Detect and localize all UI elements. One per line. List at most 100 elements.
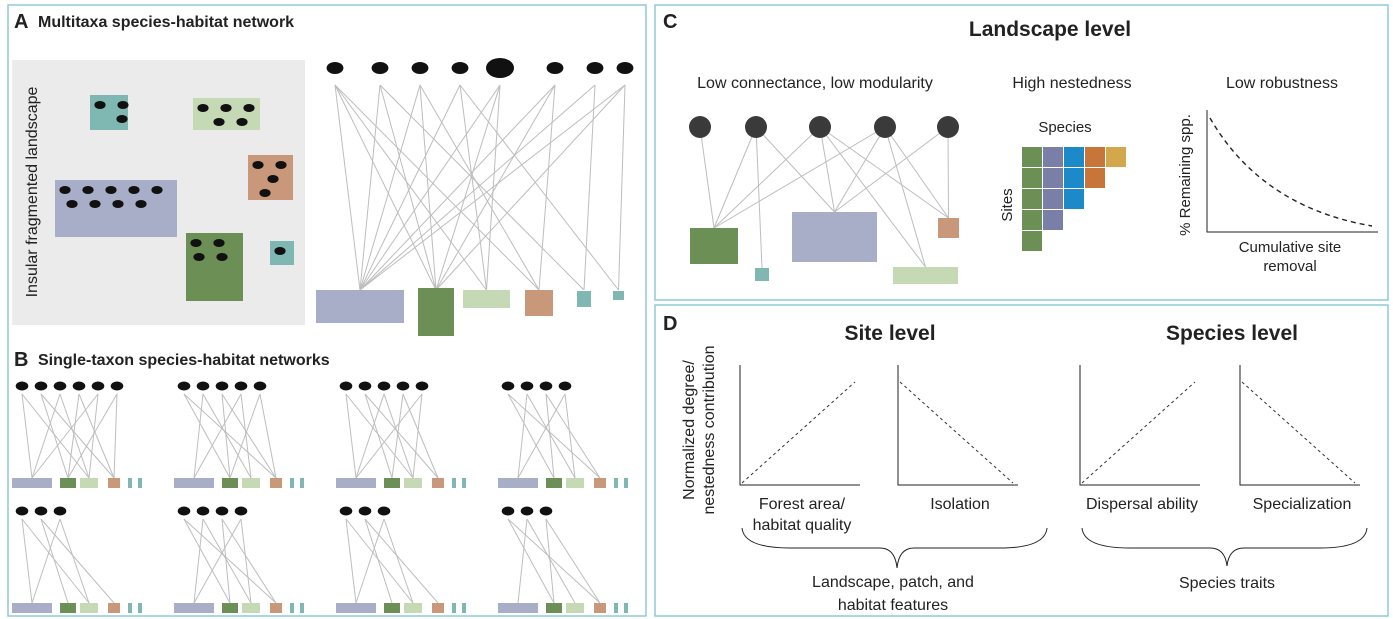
- link: [360, 85, 595, 290]
- species-node: [874, 116, 896, 138]
- animal-icon: [16, 382, 29, 391]
- animal-icon: [216, 507, 229, 516]
- animal-icon: [378, 382, 391, 391]
- habitat-patch: [90, 95, 128, 130]
- animal-icon: [128, 186, 139, 194]
- link: [948, 127, 949, 218]
- animal-icon: [135, 200, 146, 208]
- matrix-cell: [1064, 189, 1084, 209]
- species-node: [689, 116, 711, 138]
- animal-icon: [220, 104, 231, 112]
- link: [527, 519, 575, 603]
- matrix-cell: [1043, 210, 1063, 230]
- animal-icon: [275, 161, 286, 169]
- robustness-curve: [1210, 118, 1372, 226]
- link: [835, 127, 886, 212]
- link: [436, 85, 500, 290]
- axes: [1080, 365, 1200, 485]
- link: [41, 519, 114, 603]
- axes: [1207, 110, 1378, 232]
- site-node: [792, 212, 877, 262]
- habitat-node: [577, 291, 591, 307]
- animal-icon: [327, 62, 344, 74]
- animal-icon: [521, 382, 534, 391]
- panel-title: Landscape level: [969, 18, 1131, 41]
- matrix-cell: [1022, 189, 1042, 209]
- y-axis-label: nestedness contribution: [701, 346, 718, 515]
- network: [316, 58, 633, 336]
- habitat-node: [432, 478, 444, 488]
- animal-icon: [82, 186, 93, 194]
- animal-icon: [66, 200, 77, 208]
- y-axis-label: Normalized degree/: [681, 360, 698, 500]
- link: [335, 85, 360, 290]
- link: [714, 127, 756, 228]
- network-label: Low connectance, low modularity: [697, 75, 933, 92]
- nestedness-label: High nestedness: [1012, 75, 1131, 92]
- matrix-cell: [1064, 147, 1084, 167]
- panel-letter: C: [663, 11, 677, 33]
- trend-line: [1082, 382, 1195, 483]
- animal-icon: [540, 382, 553, 391]
- matrix-cell: [1022, 210, 1042, 230]
- animal-icon: [267, 175, 278, 183]
- trend-line: [900, 382, 1013, 483]
- link: [22, 519, 32, 603]
- habitat-node: [60, 478, 76, 488]
- axes: [898, 365, 1018, 485]
- animal-icon: [190, 239, 201, 247]
- animal-icon: [178, 382, 191, 391]
- habitat-node: [462, 478, 466, 488]
- habitat-node: [614, 603, 618, 613]
- link: [460, 85, 619, 290]
- habitat-node: [108, 603, 120, 613]
- animal-icon: [378, 507, 391, 516]
- link: [360, 85, 380, 290]
- animal-icon: [452, 62, 469, 74]
- x-axis-label: Specialization: [1253, 496, 1352, 513]
- axes: [740, 365, 860, 485]
- axes: [1240, 365, 1360, 485]
- habitat-node: [300, 603, 304, 613]
- animal-icon: [587, 62, 604, 74]
- animal-icon: [116, 115, 127, 123]
- matrix-cell: [1043, 168, 1063, 188]
- habitat-node: [336, 478, 376, 488]
- animal-icon: [521, 507, 534, 516]
- habitat-node: [174, 478, 214, 488]
- animal-icon: [213, 239, 224, 247]
- animal-icon: [193, 253, 204, 261]
- species-node: [745, 116, 767, 138]
- habitat-node: [404, 478, 422, 488]
- habitat-node: [128, 478, 132, 488]
- habitat-node: [138, 478, 142, 488]
- habitat-node: [290, 603, 294, 613]
- network: [689, 116, 959, 284]
- y-axis-label: % Remaining spp.: [1177, 114, 1194, 236]
- link: [700, 127, 714, 228]
- habitat-node: [498, 478, 538, 488]
- animal-icon: [502, 382, 515, 391]
- animal-icon: [502, 507, 515, 516]
- habitat-node: [12, 478, 52, 488]
- habitat-node: [404, 603, 422, 613]
- animal-icon: [105, 186, 116, 194]
- habitat-node: [498, 603, 538, 613]
- group-label: Species traits: [1179, 575, 1275, 592]
- link: [365, 519, 438, 603]
- group-label: Landscape, patch, and: [812, 574, 974, 591]
- site-node: [690, 228, 738, 264]
- animal-icon: [254, 382, 267, 391]
- habitat-node: [270, 603, 282, 613]
- x-axis-label: removal: [1263, 258, 1316, 275]
- link: [885, 127, 949, 218]
- habitat-node: [290, 478, 294, 488]
- matrix-cell: [1022, 231, 1042, 251]
- link: [619, 85, 626, 290]
- species-title: Species level: [1166, 322, 1298, 345]
- panel-d-frame: [655, 305, 1388, 616]
- animal-icon: [197, 104, 208, 112]
- habitat-node: [174, 603, 214, 613]
- habitat-node: [316, 290, 404, 323]
- x-axis-label: Isolation: [930, 496, 990, 513]
